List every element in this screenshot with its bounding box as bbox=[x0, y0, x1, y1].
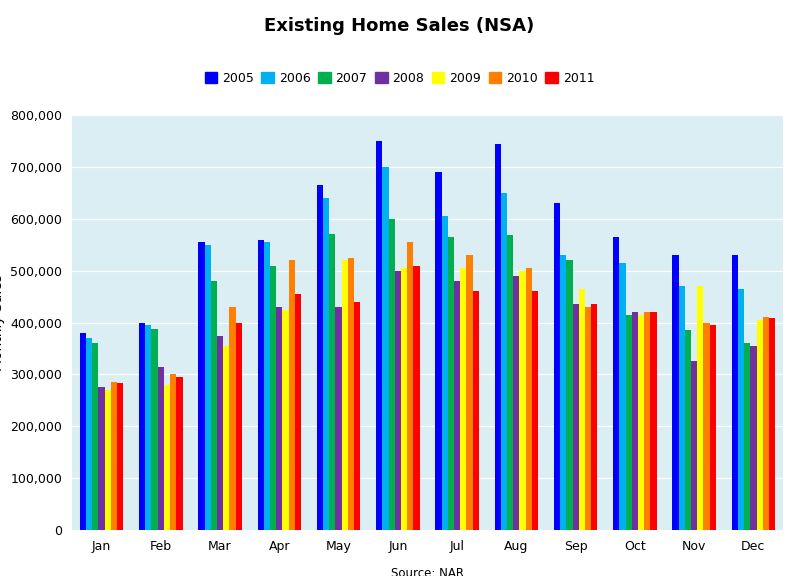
Bar bbox=[229, 307, 236, 530]
Bar bbox=[710, 325, 716, 530]
Bar bbox=[632, 312, 638, 530]
Bar bbox=[454, 281, 460, 530]
Text: Source: NAR: Source: NAR bbox=[391, 567, 464, 576]
Bar bbox=[750, 346, 757, 530]
Bar bbox=[638, 314, 644, 530]
Bar bbox=[217, 335, 223, 530]
Bar bbox=[467, 255, 473, 530]
Bar bbox=[211, 281, 217, 530]
Bar bbox=[554, 203, 560, 530]
Bar bbox=[295, 294, 301, 530]
Bar bbox=[152, 329, 157, 530]
Bar bbox=[348, 258, 354, 530]
Bar bbox=[526, 268, 532, 530]
Bar bbox=[447, 237, 454, 530]
Bar bbox=[442, 217, 447, 530]
Bar bbox=[644, 312, 650, 530]
Bar bbox=[388, 219, 395, 530]
Bar bbox=[336, 307, 342, 530]
Bar bbox=[270, 266, 276, 530]
Bar bbox=[585, 307, 591, 530]
Bar bbox=[573, 304, 578, 530]
Bar bbox=[236, 323, 242, 530]
Bar bbox=[672, 255, 678, 530]
Legend: 2005, 2006, 2007, 2008, 2009, 2010, 2011: 2005, 2006, 2007, 2008, 2009, 2010, 2011 bbox=[200, 67, 599, 90]
Bar bbox=[757, 320, 763, 530]
Bar bbox=[401, 268, 407, 530]
Bar bbox=[613, 237, 619, 530]
Bar bbox=[329, 234, 336, 530]
Bar bbox=[532, 291, 539, 530]
Bar bbox=[473, 291, 479, 530]
Bar bbox=[111, 382, 117, 530]
Bar bbox=[501, 193, 507, 530]
Bar bbox=[282, 310, 288, 530]
Bar bbox=[223, 346, 229, 530]
Bar bbox=[323, 198, 329, 530]
Bar bbox=[566, 260, 573, 530]
Bar bbox=[495, 144, 501, 530]
Y-axis label: Monthly Sales: Monthly Sales bbox=[0, 274, 5, 371]
Bar bbox=[507, 236, 513, 530]
Bar bbox=[105, 390, 111, 530]
Bar bbox=[698, 286, 703, 530]
Bar bbox=[145, 325, 152, 530]
Bar bbox=[763, 317, 769, 530]
Bar bbox=[691, 362, 698, 530]
Bar bbox=[519, 271, 526, 530]
Bar bbox=[678, 286, 685, 530]
Bar bbox=[170, 374, 177, 530]
Bar bbox=[382, 167, 388, 530]
Bar bbox=[395, 271, 401, 530]
Bar bbox=[157, 366, 164, 530]
Bar bbox=[86, 338, 92, 530]
Bar bbox=[316, 185, 323, 530]
Bar bbox=[685, 331, 691, 530]
Bar bbox=[703, 323, 710, 530]
Bar bbox=[257, 240, 264, 530]
Text: Existing Home Sales (NSA): Existing Home Sales (NSA) bbox=[264, 17, 535, 35]
Bar bbox=[342, 260, 348, 530]
Bar bbox=[513, 276, 519, 530]
Bar bbox=[413, 266, 419, 530]
Bar bbox=[80, 333, 86, 530]
Bar bbox=[198, 242, 205, 530]
Bar bbox=[732, 255, 737, 530]
Bar bbox=[354, 302, 360, 530]
Bar bbox=[560, 255, 566, 530]
Bar bbox=[626, 314, 632, 530]
Bar bbox=[98, 388, 105, 530]
Bar bbox=[376, 141, 382, 530]
Bar bbox=[407, 242, 413, 530]
Bar bbox=[205, 245, 211, 530]
Bar bbox=[276, 307, 282, 530]
Bar bbox=[288, 260, 295, 530]
Bar bbox=[164, 385, 170, 530]
Bar bbox=[591, 304, 598, 530]
Bar bbox=[769, 319, 775, 530]
Bar bbox=[177, 377, 183, 530]
Bar bbox=[619, 263, 626, 530]
Bar bbox=[737, 289, 744, 530]
Bar bbox=[435, 172, 442, 530]
Bar bbox=[744, 343, 750, 530]
Bar bbox=[578, 289, 585, 530]
Bar bbox=[650, 312, 657, 530]
Bar bbox=[139, 323, 145, 530]
Bar bbox=[92, 343, 98, 530]
Bar bbox=[460, 268, 467, 530]
Bar bbox=[264, 242, 270, 530]
Bar bbox=[117, 383, 123, 530]
